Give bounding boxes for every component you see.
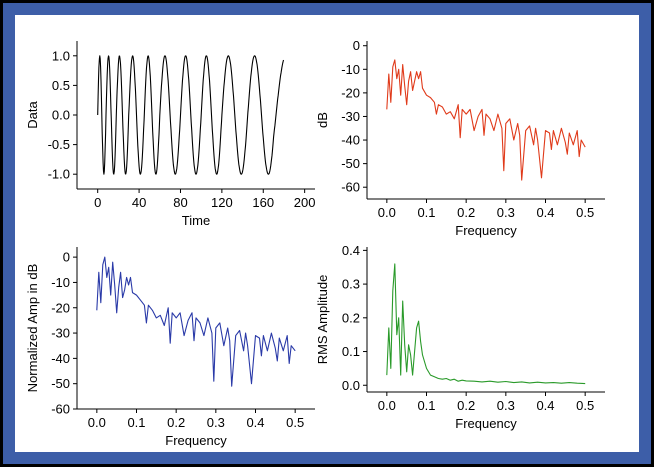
- y-axis-label: Data: [25, 101, 40, 129]
- y-tick-label: 0.0: [342, 378, 360, 393]
- y-tick-label: 0: [353, 38, 360, 53]
- y-tick-label: -50: [51, 376, 70, 391]
- y-tick-label: 1.0: [52, 48, 70, 63]
- y-tick-label: 0.0: [52, 108, 70, 123]
- y-tick-label: -50: [341, 156, 360, 171]
- x-tick-label: 0.3: [497, 205, 515, 220]
- y-tick-label: -40: [51, 351, 70, 366]
- y-tick-label: 0.1: [342, 344, 360, 359]
- y-tick-label: 0.4: [342, 243, 360, 258]
- x-axis-label: Frequency: [455, 416, 517, 431]
- y-tick-label: 0.2: [342, 310, 360, 325]
- chart-norm: 0.0 0.1 0.2 0.3 0.4 0.5 -60 -50 -40 -30 -20 -10 0 Fre…: [25, 247, 315, 448]
- y-tick-label: -60: [341, 180, 360, 195]
- x-tick-label: 0.0: [88, 415, 106, 430]
- x-tick-label: 0.2: [167, 415, 185, 430]
- x-tick-label: 0.3: [497, 398, 515, 413]
- y-tick-label: -10: [51, 275, 70, 290]
- y-tick-label: -1.0: [48, 167, 70, 182]
- x-tick-label: 0.3: [207, 415, 225, 430]
- x-tick-label: 0: [94, 195, 101, 210]
- x-tick-label: 0.1: [127, 415, 145, 430]
- x-tick-label: 0.5: [576, 205, 594, 220]
- y-tick-label: -60: [51, 402, 70, 417]
- y-tick-label: -30: [51, 326, 70, 341]
- series-line: [386, 59, 586, 181]
- series-line: [96, 256, 296, 387]
- window-frame: 0 40 80 120 160 200 -1.0 -0.5 0.0 0.5 1.0 Time Data 0…: [3, 3, 651, 464]
- x-tick-label: 80: [173, 195, 187, 210]
- x-axis-label: Time: [182, 213, 210, 228]
- series-line: [386, 263, 586, 385]
- y-tick-label: 0: [63, 250, 70, 265]
- x-tick-label: 0.5: [576, 398, 594, 413]
- y-tick-label: 0.3: [342, 277, 360, 292]
- x-tick-label: 0.0: [378, 205, 396, 220]
- x-tick-label: 0.5: [286, 415, 304, 430]
- x-tick-label: 0.1: [417, 205, 435, 220]
- x-axis-label: Frequency: [165, 433, 227, 448]
- x-tick-label: 0.0: [378, 398, 396, 413]
- x-tick-label: 0.2: [457, 205, 475, 220]
- x-tick-label: 0.1: [417, 398, 435, 413]
- x-tick-label: 120: [211, 195, 233, 210]
- x-axis-label: Frequency: [455, 223, 517, 238]
- series-line: [97, 55, 285, 175]
- x-tick-label: 160: [252, 195, 274, 210]
- y-axis-label: dB: [315, 112, 330, 128]
- y-tick-label: -30: [341, 109, 360, 124]
- charts-svg: 0 40 80 120 160 200-1.0-0.50.00.51.0TimeData0…: [25, 38, 605, 448]
- chart-panel: 0 40 80 120 160 200 -1.0 -0.5 0.0 0.5 1.0 Time Data 0…: [15, 15, 639, 452]
- y-tick-label: -20: [51, 300, 70, 315]
- x-tick-label: 0.4: [246, 415, 264, 430]
- chart-time: 0 40 80 120 160 200 -1.0 -0.5 0.0 0.5 1.0 Time Data: [25, 41, 316, 228]
- y-tick-label: -40: [341, 133, 360, 148]
- y-tick-label: -20: [341, 85, 360, 100]
- x-tick-label: 0.2: [457, 398, 475, 413]
- x-tick-label: 40: [132, 195, 146, 210]
- y-tick-label: -0.5: [48, 137, 70, 152]
- x-tick-label: 0.4: [536, 205, 554, 220]
- y-tick-label: 0.5: [52, 78, 70, 93]
- y-axis-label: RMS Amplitude: [315, 275, 330, 365]
- x-tick-label: 0.4: [536, 398, 554, 413]
- chart-db: 0.0 0.1 0.2 0.3 0.4 0.5 -60 -50 -40 -30 -20 -10 0 Fre…: [315, 38, 605, 238]
- y-tick-label: -10: [341, 62, 360, 77]
- y-axis-label: Normalized Amp in dB: [25, 264, 40, 393]
- x-tick-label: 200: [294, 195, 316, 210]
- chart-rms: 0.0 0.1 0.2 0.3 0.4 0.5 0.0 0.1 0.2 0.3 0.4 Frequen…: [315, 243, 605, 431]
